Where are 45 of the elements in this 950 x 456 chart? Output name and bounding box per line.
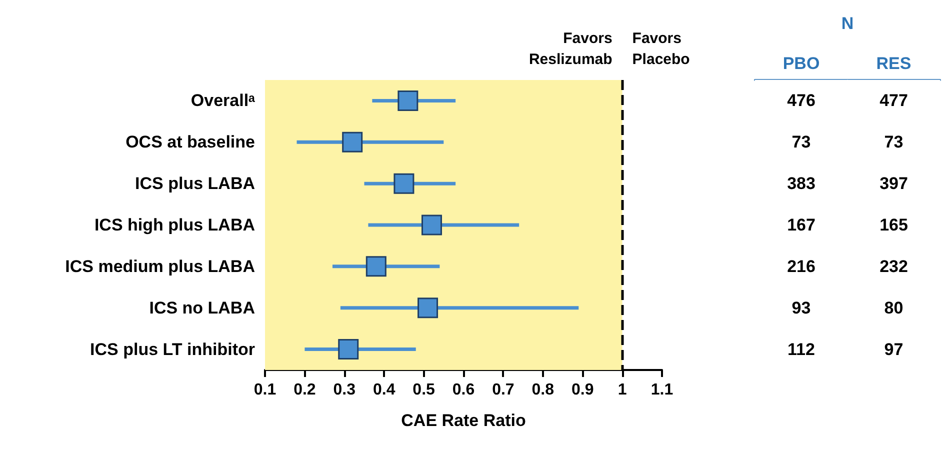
text: Favors Reslizumab	[528, 30, 612, 68]
x-tick-label: 0.9	[571, 382, 594, 398]
data-label: 216	[787, 256, 816, 276]
data-label: 476	[787, 91, 816, 110]
data-label: 167	[787, 216, 816, 234]
x-tick-label: PBO	[782, 54, 820, 73]
data-label: 73	[792, 132, 811, 152]
y-tick-label: ICS high plus LABA	[94, 216, 255, 234]
y-tick-label: ICS medium plus LABA	[65, 256, 255, 276]
point	[394, 173, 414, 194]
x-axis-title: CAE Rate Ratio	[401, 411, 526, 430]
x-tick-label: RES	[876, 54, 912, 73]
point	[421, 214, 442, 236]
data-label: 383	[787, 174, 816, 194]
point	[418, 298, 438, 318]
data-label: 97	[884, 340, 904, 359]
point	[338, 339, 359, 360]
y-tick-label: ICS plus LT inhibitor	[90, 340, 256, 359]
data-label: 232	[880, 256, 908, 276]
x-tick-label: 0.3	[333, 382, 356, 398]
data-label: 112	[788, 340, 815, 359]
x-tick-label: 0.2	[294, 382, 316, 398]
data-label: 80	[884, 298, 904, 318]
data-label: 477	[880, 91, 908, 110]
point	[398, 90, 418, 111]
y-tick-label: ICS plus LABA	[135, 174, 255, 194]
data-label: 397	[880, 174, 908, 194]
y-tick-label: ICS no LABA	[149, 298, 255, 318]
data-label: 73	[884, 132, 904, 152]
data-label: 93	[792, 298, 811, 318]
x-tick-label: 1	[618, 382, 627, 398]
x-tick-label: 0.7	[492, 382, 514, 398]
x-tick-label: 0.4	[372, 382, 396, 398]
x-tick-label: 0.5	[412, 382, 436, 398]
point	[366, 256, 386, 277]
point	[342, 132, 363, 152]
x-tick-label: 1.1	[650, 382, 674, 398]
y-tick-label: Overallᵃ	[190, 91, 256, 110]
x-tick-label: 0.8	[532, 382, 554, 398]
x-tick-label: 0.1	[254, 382, 276, 398]
x-tick-label: 0.6	[452, 382, 475, 398]
chart-title: N	[841, 14, 854, 33]
data-label: 165	[880, 216, 908, 234]
text: Favors Placebo	[632, 30, 690, 68]
y-tick-label: OCS at baseline	[126, 132, 255, 152]
